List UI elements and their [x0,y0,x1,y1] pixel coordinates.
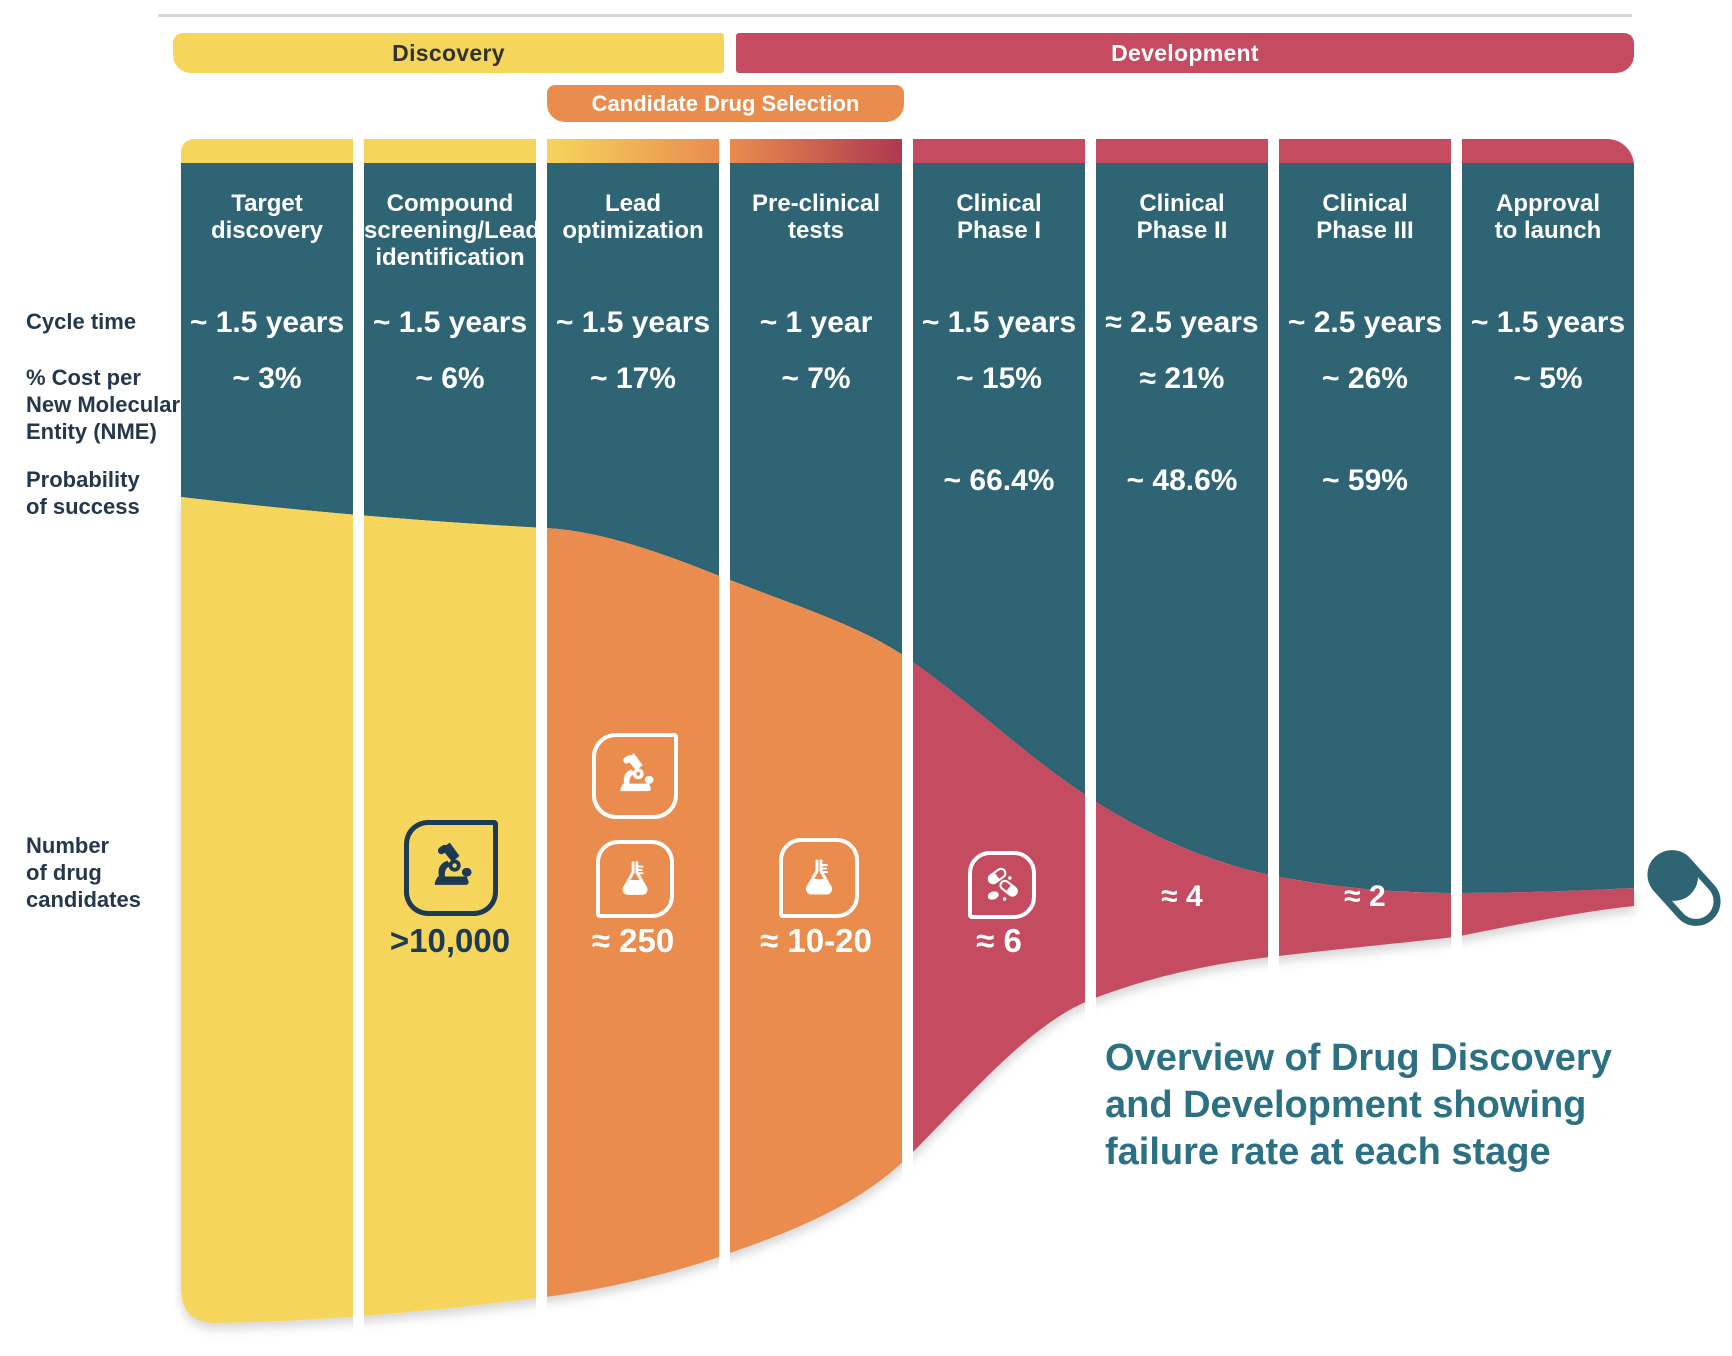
cost-value: ~ 6% [415,362,485,395]
stage-name-clinical-phase-3: Clinical Phase III [1316,190,1414,244]
probability-value: ~ 48.6% [1126,464,1238,497]
stage-name-target-discovery: Target discovery [210,190,324,244]
cost-value: ~ 5% [1513,362,1583,395]
column-top-strips [181,139,1634,163]
cost-value: ≈ 21% [1139,362,1225,395]
row-label-candidates: Number of drug candidates [26,833,141,912]
probability-value: ~ 66.4% [943,464,1055,497]
cycle-time-value: ~ 1.5 years [555,306,711,339]
discovery-band-label: Discovery [392,39,505,66]
row-label-cost: % Cost per New Molecular Entity (NME) [26,365,181,444]
column-gaps [353,125,1462,1356]
development-phase-band: Development [736,33,1634,73]
discovery-phase-band: Discovery [173,33,724,73]
flask-icon [596,840,674,918]
corner-cut-left [181,139,194,152]
cycle-time-value: ~ 1.5 years [921,306,1077,339]
row-label-cycle-time: Cycle time [26,309,137,334]
cost-value: ~ 3% [232,362,302,395]
stage-name-compound-screening: Compound screening/Lead identification [364,190,541,271]
pills-icon [968,851,1036,919]
candidate-count: ≈ 10-20 [760,922,872,959]
microscope-icon [592,733,678,819]
probability-value: ~ 59% [1322,464,1408,497]
flask-icon [779,838,859,918]
cycle-time-value: ≈ 2.5 years [1105,306,1259,339]
capsule-pill-icon [1647,850,1721,926]
candidate-count: ≈ 6 [976,922,1022,959]
candidate-band-label: Candidate Drug Selection [591,90,860,116]
corner-cut-right [1607,139,1634,166]
candidate-count: >10,000 [389,922,511,959]
stage-name-approval-to-launch: Approval to launch [1494,190,1602,244]
stage-name-clinical-phase-2: Clinical Phase II [1136,190,1228,244]
stage-name-clinical-phase-1: Clinical Phase I [956,190,1042,244]
cost-value: ~ 7% [781,362,851,395]
stage-name-preclinical-tests: Pre-clinical tests [751,190,881,244]
cycle-time-value: ~ 1.5 years [372,306,528,339]
cycle-time-value: ~ 1 year [759,306,873,339]
row-label-probability: Probability of success [26,467,140,519]
cost-value: ~ 17% [590,362,676,395]
page-title: Overview of Drug Discovery and Developme… [1105,1037,1612,1173]
cost-value: ~ 15% [956,362,1042,395]
stage-name-lead-optimization: Lead optimization [562,190,704,244]
microscope-icon [404,820,498,916]
top-divider-line [158,14,1632,17]
cycle-time-value: ~ 2.5 years [1287,306,1443,339]
candidate-count: ≈ 250 [591,922,675,959]
candidate-count: ≈ 2 [1344,880,1386,913]
cost-value: ~ 26% [1322,362,1408,395]
candidate-count: ≈ 4 [1161,880,1203,913]
candidate-drug-selection-band: Candidate Drug Selection [547,85,904,122]
development-band-label: Development [1111,39,1259,66]
cycle-time-value: ~ 1.5 years [1470,306,1626,339]
cycle-time-value: ~ 1.5 years [189,306,345,339]
